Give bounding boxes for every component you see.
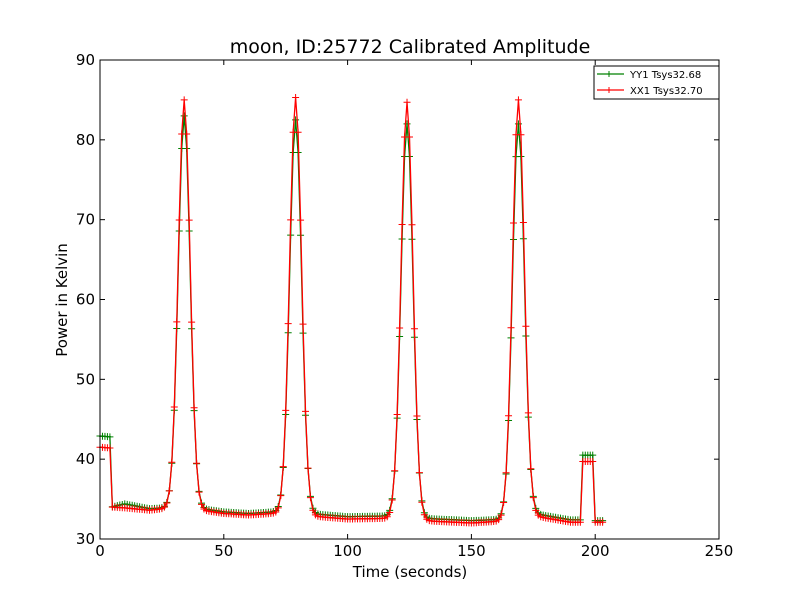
y-tick-label: 40 xyxy=(76,450,95,468)
data-point xyxy=(297,216,305,224)
data-point xyxy=(522,322,530,330)
data-point xyxy=(170,403,178,411)
data-point xyxy=(309,506,317,514)
data-point xyxy=(195,488,203,496)
data-point xyxy=(524,409,532,417)
data-point xyxy=(495,516,503,524)
data-point xyxy=(420,511,428,519)
plot-series xyxy=(96,94,607,527)
x-tick-label: 50 xyxy=(214,542,233,560)
data-point xyxy=(418,498,426,506)
y-axis-label: Power in Kelvin xyxy=(53,243,71,357)
data-point xyxy=(183,130,191,138)
data-point xyxy=(292,116,300,124)
y-tick-label: 50 xyxy=(76,370,95,388)
x-tick-label: 0 xyxy=(95,542,105,560)
y-tick-label: 80 xyxy=(76,131,95,149)
data-point xyxy=(277,492,285,500)
legend-marker-xx1 xyxy=(606,87,612,93)
data-point xyxy=(502,469,510,477)
data-point xyxy=(589,458,597,466)
data-point xyxy=(163,499,171,507)
data-point xyxy=(160,503,168,511)
data-point xyxy=(500,498,508,506)
data-point xyxy=(190,404,198,412)
data-point xyxy=(589,451,597,459)
data-point xyxy=(505,412,513,420)
data-point xyxy=(198,500,206,508)
data-point xyxy=(391,467,399,475)
data-point xyxy=(413,412,421,420)
data-point xyxy=(393,411,401,419)
data-point xyxy=(527,465,535,473)
data-point xyxy=(519,218,527,226)
y-tick-label: 70 xyxy=(76,211,95,229)
data-point xyxy=(514,96,522,104)
data-point xyxy=(410,325,418,333)
data-point xyxy=(302,407,310,415)
x-tick-label: 200 xyxy=(581,542,610,560)
data-point xyxy=(106,444,114,452)
data-point xyxy=(165,487,173,495)
data-point xyxy=(168,458,176,466)
data-point xyxy=(517,131,525,139)
y-tick-label: 30 xyxy=(76,530,95,548)
data-point xyxy=(180,112,188,120)
data-point xyxy=(529,494,537,502)
data-point xyxy=(576,518,584,526)
data-point xyxy=(403,120,411,128)
data-point xyxy=(188,318,196,326)
y-tick-label: 60 xyxy=(76,291,95,309)
legend: YY1 Tsys32.68 XX1 Tsys32.70 xyxy=(593,65,720,100)
legend-label-xx1: XX1 Tsys32.70 xyxy=(630,86,703,97)
data-point xyxy=(175,216,183,224)
data-point xyxy=(185,216,193,224)
data-point xyxy=(383,513,391,521)
data-point xyxy=(180,96,188,104)
data-point xyxy=(173,318,181,326)
y-tick-label: 90 xyxy=(76,51,95,69)
axes: 0 50 100 150 200 250 30 40 50 60 70 80 90 xyxy=(76,51,733,560)
x-tick-label: 100 xyxy=(333,542,362,560)
data-point xyxy=(599,518,607,526)
data-point xyxy=(509,219,517,227)
data-point xyxy=(304,464,312,472)
data-point xyxy=(532,506,540,514)
series-1 xyxy=(96,94,607,527)
data-point xyxy=(497,511,505,519)
x-axis-label: Time (seconds) xyxy=(352,563,468,581)
data-point xyxy=(106,433,114,441)
data-point xyxy=(396,324,404,332)
data-point xyxy=(299,320,307,328)
data-point xyxy=(507,324,515,332)
legend-label-yy1: YY1 Tsys32.68 xyxy=(629,70,701,81)
x-tick-label: 250 xyxy=(705,542,734,560)
data-point xyxy=(408,221,416,229)
chart-title: moon, ID:25772 Calibrated Amplitude xyxy=(230,36,591,58)
data-point xyxy=(386,508,394,516)
data-point xyxy=(284,320,292,328)
legend-marker-yy1 xyxy=(606,71,612,77)
data-point xyxy=(306,494,314,502)
data-point xyxy=(406,133,413,141)
data-point xyxy=(282,406,290,414)
data-point xyxy=(398,220,406,228)
data-point xyxy=(274,504,282,512)
legend-box xyxy=(593,65,720,100)
data-point xyxy=(287,216,295,224)
data-point xyxy=(279,463,287,471)
data-point xyxy=(388,496,396,504)
data-point xyxy=(415,469,423,477)
data-point xyxy=(193,459,201,467)
data-point xyxy=(403,98,411,106)
data-point xyxy=(292,94,300,102)
data-point xyxy=(294,128,302,136)
x-tick-label: 150 xyxy=(457,542,486,560)
data-point xyxy=(272,508,280,516)
